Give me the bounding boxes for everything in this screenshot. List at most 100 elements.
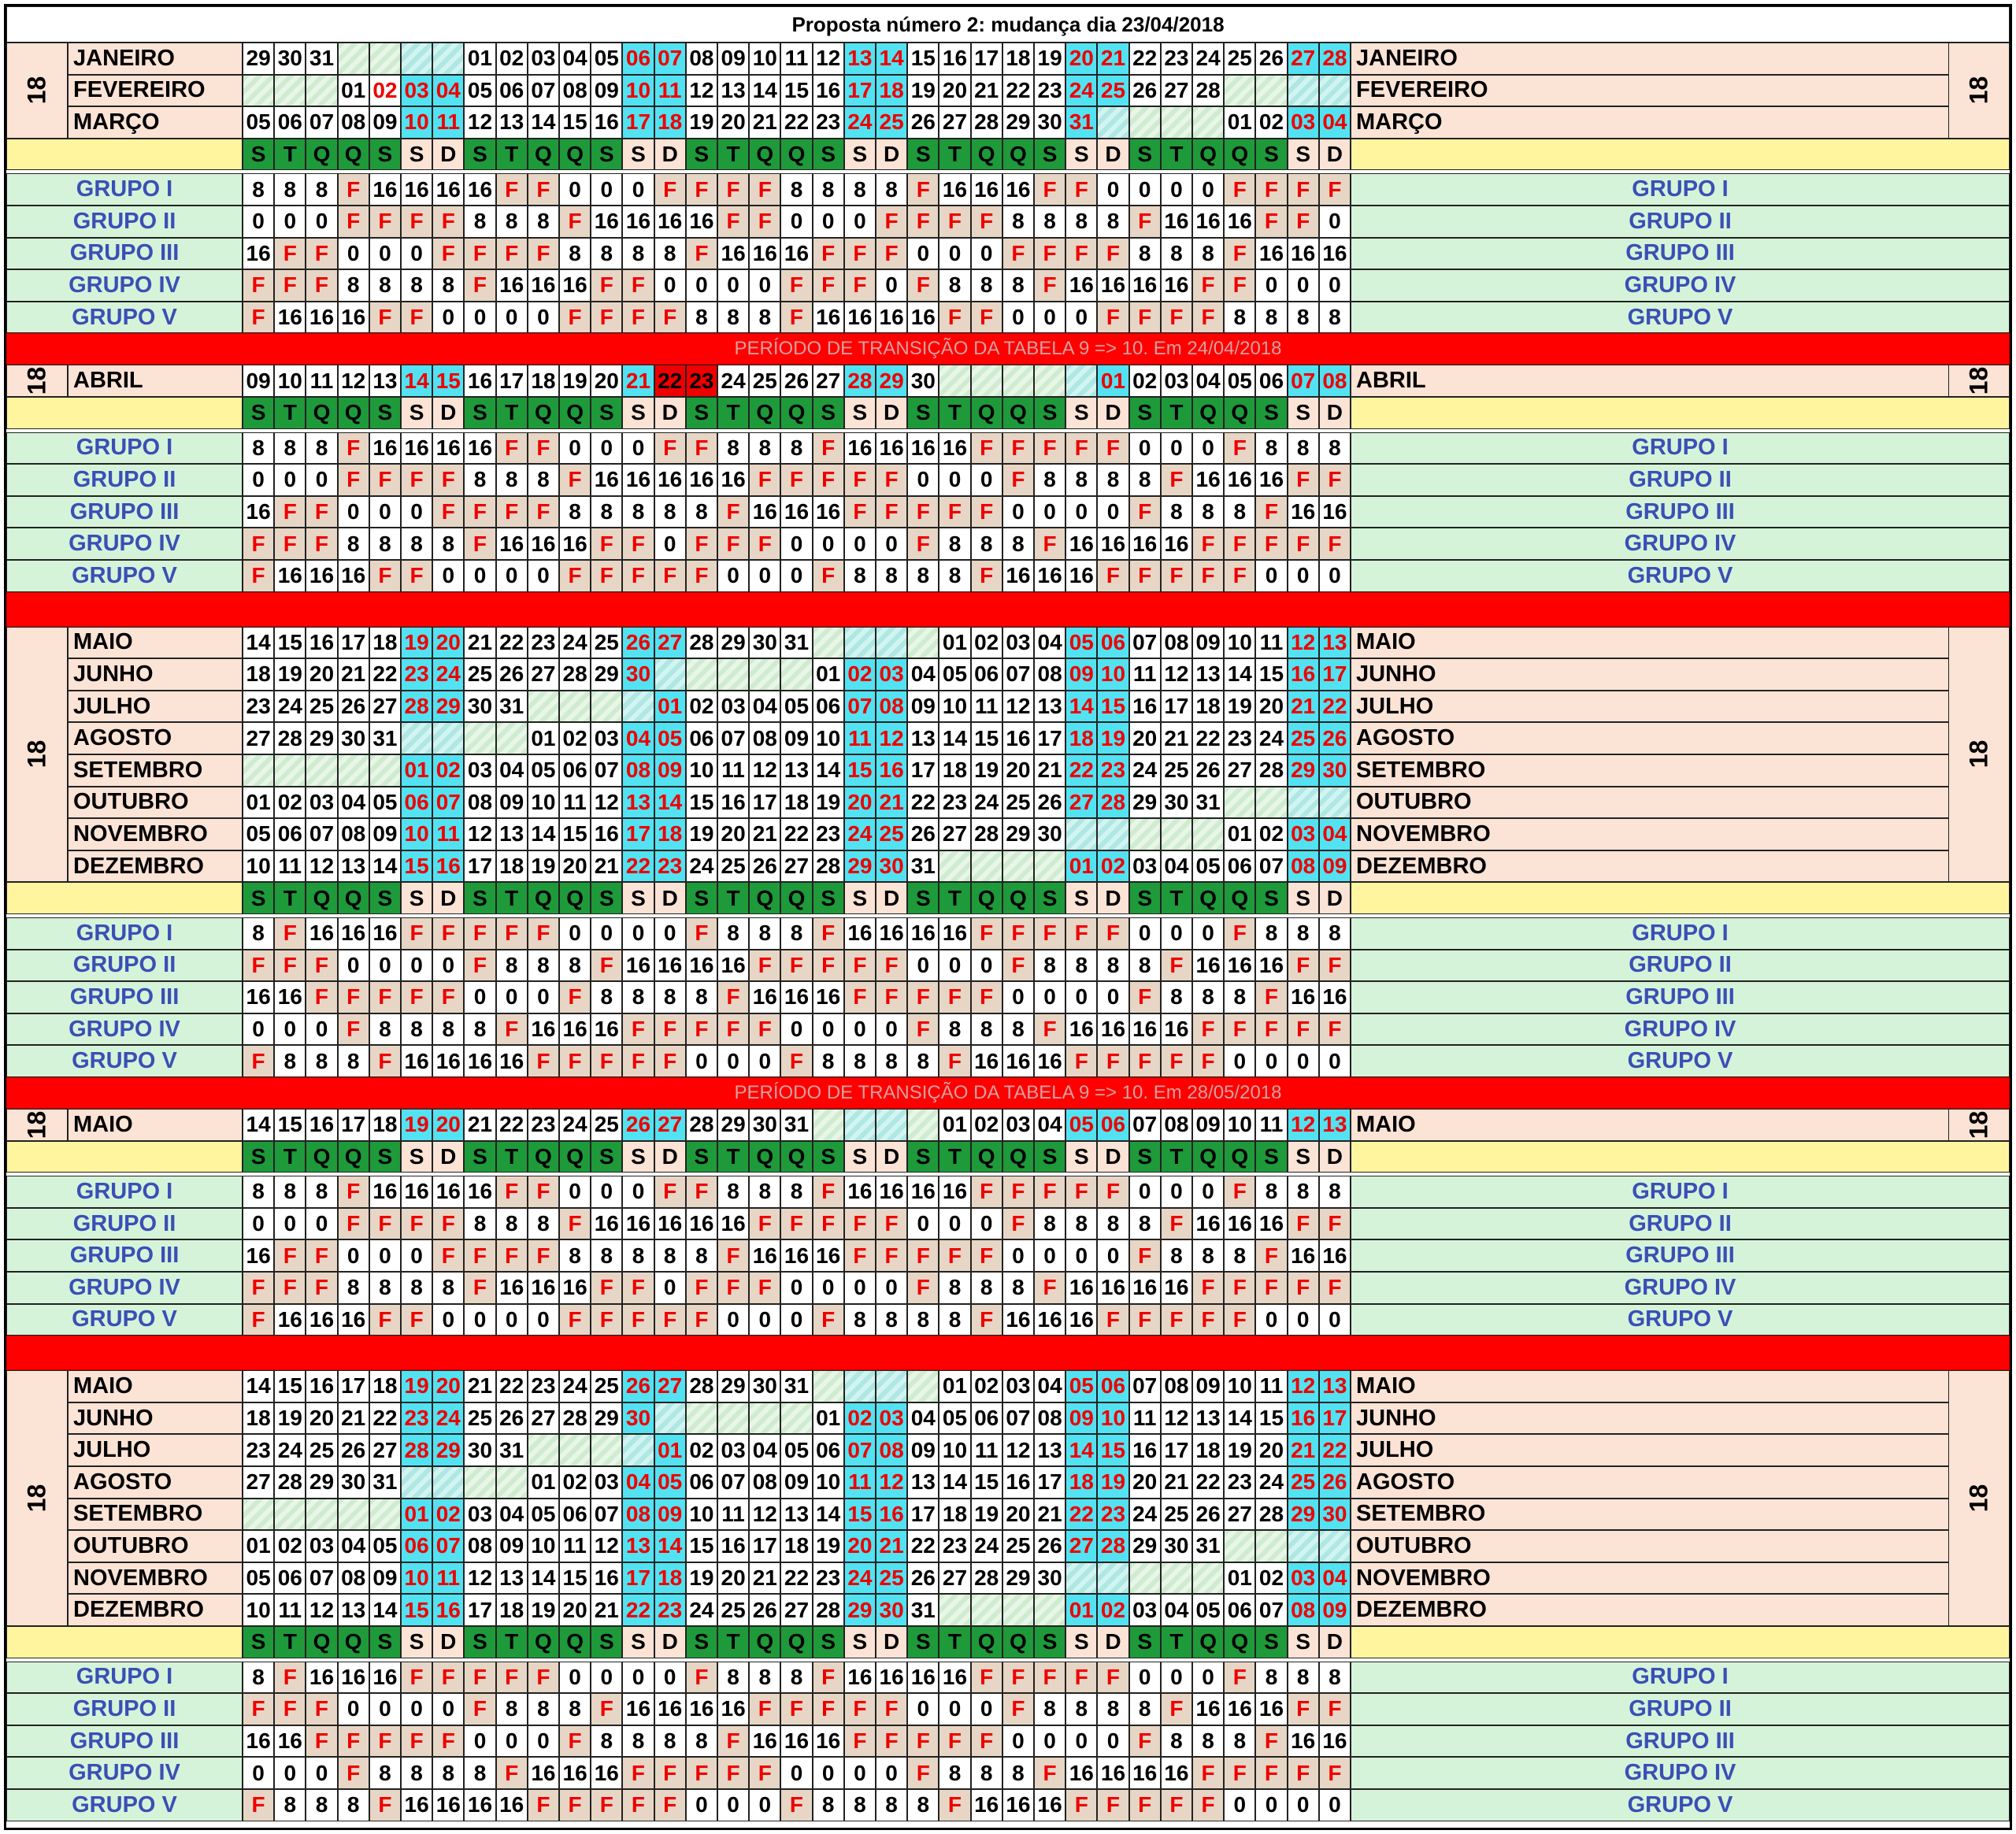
day-cell: 01 xyxy=(527,1466,559,1499)
day-cell xyxy=(1002,1594,1034,1626)
shift-cell: 16 xyxy=(559,1272,591,1304)
group-name-right: GRUPO IV xyxy=(1351,1757,2010,1789)
weekday-header-cell: Q xyxy=(970,1140,1002,1173)
shift-cell: 8 xyxy=(749,432,781,465)
day-cell: 07 xyxy=(717,1466,750,1499)
shift-cell: 0 xyxy=(527,560,559,592)
weekday-header-cell: S xyxy=(1255,138,1288,171)
shift-cell: F xyxy=(337,1725,369,1758)
day-cell: 11 xyxy=(306,365,338,397)
shift-cell: 0 xyxy=(527,981,559,1013)
shift-cell: F xyxy=(495,1239,528,1272)
day-cell xyxy=(970,850,1002,883)
day-cell: 17 xyxy=(749,1530,781,1562)
shift-cell: 8 xyxy=(1034,1693,1066,1725)
shift-cell: F xyxy=(843,269,876,302)
day-cell: 08 xyxy=(622,754,654,787)
shift-cell: F xyxy=(970,1725,1002,1758)
day-cell: 21 xyxy=(876,1530,908,1562)
day-cell: 02 xyxy=(970,626,1002,659)
shift-cell: F xyxy=(970,981,1002,1013)
shift-cell: 8 xyxy=(464,464,496,496)
day-cell: 04 xyxy=(1034,1370,1066,1402)
day-cell: 25 xyxy=(876,1562,908,1595)
day-cell xyxy=(1002,850,1034,883)
day-cell: 17 xyxy=(843,74,876,107)
shift-cell: 16 xyxy=(812,1725,844,1758)
weekday-header-cell: Q xyxy=(1224,397,1256,429)
shift-cell: 16 xyxy=(464,432,496,465)
day-cell: 19 xyxy=(1034,43,1066,75)
day-cell: 02 xyxy=(685,1434,717,1466)
month-name: JANEIRO xyxy=(68,43,243,75)
shift-cell: F xyxy=(843,1239,876,1272)
day-cell: 22 xyxy=(1318,690,1351,723)
day-cell: 08 xyxy=(464,786,496,819)
shift-cell: 8 xyxy=(654,1725,686,1758)
weekday-header-cell: S xyxy=(1128,397,1161,429)
day-cell: 18 xyxy=(243,658,275,691)
day-cell xyxy=(337,1498,369,1531)
weekday-header-cell: Q xyxy=(749,397,781,429)
day-cell xyxy=(243,1498,275,1531)
shift-cell: 8 xyxy=(939,528,971,560)
day-cell: 28 xyxy=(1097,1530,1129,1562)
day-cell: 21 xyxy=(1034,754,1066,787)
day-cell: 19 xyxy=(907,74,939,107)
day-cell: 01 xyxy=(1097,365,1129,397)
shift-cell: 0 xyxy=(1128,432,1161,465)
shift-cell: F xyxy=(1034,528,1066,560)
shift-cell: F xyxy=(527,1661,559,1694)
weekday-header-cell: D xyxy=(432,1140,465,1173)
day-cell: 01 xyxy=(1065,1594,1098,1626)
day-cell: 21 xyxy=(1287,690,1319,723)
weekday-header-cell: D xyxy=(432,882,465,914)
day-cell xyxy=(432,43,465,75)
shift-cell: 8 xyxy=(749,917,781,950)
day-cell: 27 xyxy=(939,818,971,850)
weekday-header-cell: T xyxy=(495,882,528,914)
shift-cell: 8 xyxy=(495,1207,528,1240)
shift-cell: 16 xyxy=(243,237,275,270)
day-cell: 20 xyxy=(843,786,876,819)
day-cell: 20 xyxy=(1128,1466,1161,1499)
day-cell: 11 xyxy=(432,818,465,850)
day-cell xyxy=(685,658,717,691)
day-cell: 18 xyxy=(1065,722,1098,754)
shift-cell: F xyxy=(1224,1176,1256,1208)
day-cell xyxy=(1065,365,1098,397)
day-cell: 31 xyxy=(780,1370,813,1402)
day-cell: 23 xyxy=(401,658,433,691)
month-name: MAIO xyxy=(68,626,243,659)
shift-cell: F xyxy=(306,495,338,528)
shift-cell: F xyxy=(1287,1272,1319,1304)
day-cell: 26 xyxy=(907,1562,939,1595)
day-cell: 01 xyxy=(939,1370,971,1402)
shift-cell: 8 xyxy=(1287,917,1319,950)
day-cell: 14 xyxy=(1224,1402,1256,1435)
shift-cell: 0 xyxy=(812,1272,844,1304)
shift-cell: F xyxy=(337,981,369,1013)
day-cell: 10 xyxy=(401,818,433,850)
day-cell: 17 xyxy=(464,850,496,883)
shift-cell: F xyxy=(622,1303,654,1336)
day-cell: 28 xyxy=(970,106,1002,139)
weekday-header-cell: D xyxy=(1097,1140,1129,1173)
shift-cell: 16 xyxy=(1224,464,1256,496)
shift-cell: 0 xyxy=(1002,301,1034,334)
shift-cell: F xyxy=(717,1757,750,1789)
day-cell: 28 xyxy=(1192,74,1225,107)
day-cell: 16 xyxy=(876,1498,908,1531)
weekday-header-cell: S xyxy=(812,882,844,914)
day-cell: 13 xyxy=(1034,690,1066,723)
day-cell: 06 xyxy=(495,74,528,107)
day-cell: 14 xyxy=(1065,1434,1098,1466)
day-cell: 19 xyxy=(401,626,433,659)
day-cell: 18 xyxy=(369,1370,401,1402)
day-cell: 29 xyxy=(1002,818,1034,850)
shift-cell: F xyxy=(907,206,939,238)
shift-cell: 8 xyxy=(401,269,433,302)
day-cell: 12 xyxy=(464,818,496,850)
shift-cell: F xyxy=(1097,917,1129,950)
shift-cell: F xyxy=(306,1693,338,1725)
